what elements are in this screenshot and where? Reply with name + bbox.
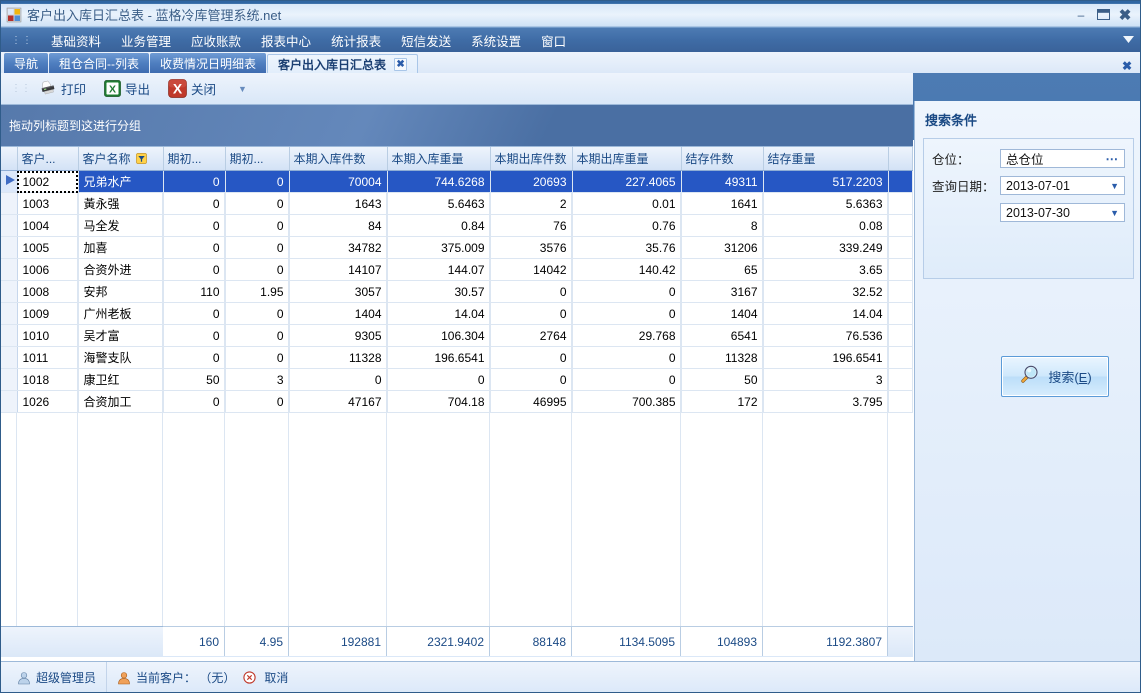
- svg-text:X: X: [109, 83, 116, 95]
- svg-text:X: X: [173, 80, 183, 96]
